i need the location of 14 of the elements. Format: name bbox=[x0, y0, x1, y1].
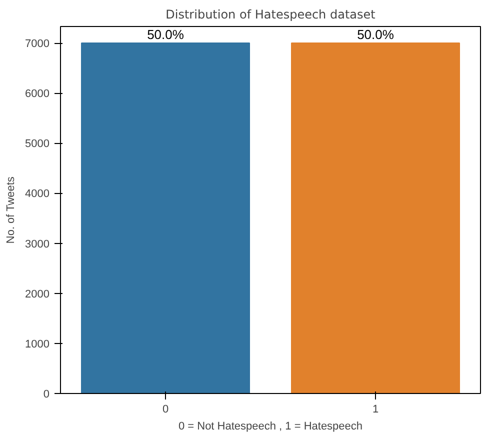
y-tick-label: 0 bbox=[43, 388, 50, 400]
y-axis-title: No. of Tweets bbox=[5, 176, 18, 244]
y-tick-label: 6000 bbox=[25, 88, 50, 100]
x-axis-title: 0 = Not Hatespeech , 1 = Hatespeech bbox=[178, 420, 363, 432]
annotation: 50.0% bbox=[147, 27, 184, 42]
y-tick-label: 5000 bbox=[25, 138, 50, 150]
y-tick-label: 4000 bbox=[25, 188, 50, 200]
x-tick-label: 1 bbox=[372, 404, 379, 416]
annotation: 50.0% bbox=[357, 27, 394, 42]
chart-title: Distribution of Hatespeech dataset bbox=[166, 8, 376, 22]
y-tick-label: 3000 bbox=[25, 238, 50, 250]
y-tick-label: 1000 bbox=[25, 338, 50, 350]
y-tick-label: 7000 bbox=[25, 38, 50, 50]
y-tick-label: 2000 bbox=[25, 288, 50, 300]
